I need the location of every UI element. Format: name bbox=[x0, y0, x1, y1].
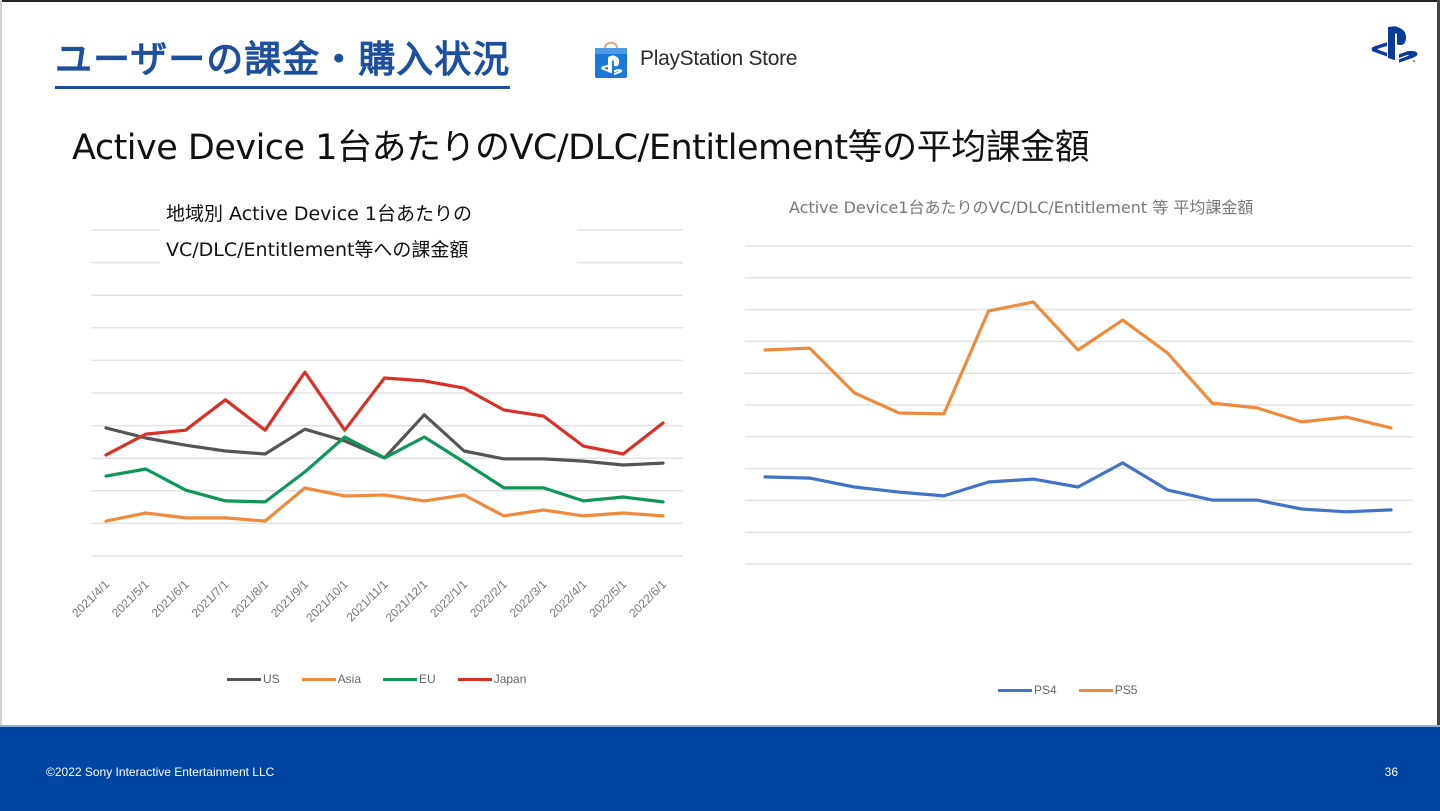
right-chart-series bbox=[765, 302, 1391, 512]
x-tick-label: 2021/6/1 bbox=[149, 577, 192, 620]
slide-title: ユーザーの課金・購入状況 bbox=[55, 36, 510, 89]
legend-swatch bbox=[458, 678, 492, 681]
legend-label: Japan bbox=[494, 672, 527, 686]
left-chart-legend: US Asia EU Japan bbox=[227, 672, 526, 686]
left-chart-title-line1: 地域別 Active Device 1台あたりの bbox=[166, 196, 571, 232]
left-chart-series bbox=[106, 372, 663, 521]
x-tick-label: 2021/7/1 bbox=[189, 577, 232, 620]
playstation-store-brand: PlayStation Store bbox=[592, 38, 797, 80]
slide-headline: Active Device 1台あたりのVC/DLC/Entitlement等の… bbox=[72, 124, 1089, 172]
legend-label: US bbox=[263, 672, 280, 686]
series-line-eu bbox=[106, 437, 663, 502]
copyright-text: ©2022 Sony Interactive Entertainment LLC bbox=[46, 765, 274, 779]
series-line-japan bbox=[106, 372, 663, 455]
x-tick-label: 2021/11/1 bbox=[344, 577, 391, 624]
playstation-store-bag-icon bbox=[592, 38, 630, 80]
x-tick-label: 2021/4/1 bbox=[69, 577, 112, 620]
legend-label: PS5 bbox=[1115, 683, 1138, 697]
left-chart-title-line2: VC/DLC/Entitlement等への課金額 bbox=[166, 232, 571, 268]
x-tick-label: 2022/2/1 bbox=[467, 577, 510, 620]
legend-item-ps4: PS4 bbox=[998, 683, 1057, 697]
legend-label: PS4 bbox=[1034, 683, 1057, 697]
playstation-store-label: PlayStation Store bbox=[640, 47, 797, 71]
legend-swatch bbox=[383, 678, 417, 681]
legend-item-eu: EU bbox=[383, 672, 436, 686]
left-chart-gridlines bbox=[91, 230, 683, 556]
series-line-ps5 bbox=[765, 302, 1391, 428]
legend-swatch bbox=[998, 689, 1032, 692]
legend-item-japan: Japan bbox=[458, 672, 527, 686]
x-tick-label: 2021/12/1 bbox=[383, 577, 431, 625]
x-tick-label: 2021/5/1 bbox=[109, 577, 152, 620]
series-line-asia bbox=[106, 488, 663, 521]
right-chart-gridlines bbox=[745, 246, 1413, 564]
x-tick-label: 2022/1/1 bbox=[427, 577, 470, 620]
legend-swatch bbox=[227, 678, 261, 681]
playstation-logo-icon bbox=[1370, 25, 1420, 65]
left-chart-x-axis-labels: 2021/4/12021/5/12021/6/12021/7/12021/8/1… bbox=[69, 577, 669, 625]
slide-footer: ©2022 Sony Interactive Entertainment LLC… bbox=[0, 725, 1440, 811]
x-tick-label: 2022/5/1 bbox=[586, 577, 629, 620]
x-tick-label: 2021/10/1 bbox=[303, 577, 351, 625]
x-tick-label: 2022/4/1 bbox=[547, 577, 590, 620]
legend-item-ps5: PS5 bbox=[1079, 683, 1138, 697]
right-chart-title: Active Device1台あたりのVC/DLC/Entitlement 等 … bbox=[789, 194, 1253, 218]
page-number: 36 bbox=[1385, 765, 1398, 779]
right-chart-legend: PS4 PS5 bbox=[998, 683, 1137, 697]
x-tick-label: 2021/9/1 bbox=[268, 577, 311, 620]
legend-swatch bbox=[1079, 689, 1113, 692]
frame-left-edge bbox=[0, 0, 2, 725]
series-line-ps4 bbox=[765, 463, 1391, 512]
legend-label: Asia bbox=[338, 672, 361, 686]
x-tick-label: 2021/8/1 bbox=[228, 577, 271, 620]
frame-top-edge bbox=[0, 0, 1440, 2]
legend-label: EU bbox=[419, 672, 436, 686]
x-tick-label: 2022/3/1 bbox=[507, 577, 550, 620]
legend-item-us: US bbox=[227, 672, 280, 686]
x-tick-label: 2022/6/1 bbox=[626, 577, 669, 620]
series-line-us bbox=[106, 415, 663, 465]
left-chart-title: 地域別 Active Device 1台あたりの VC/DLC/Entitlem… bbox=[160, 192, 577, 272]
legend-item-asia: Asia bbox=[302, 672, 361, 686]
legend-swatch bbox=[302, 678, 336, 681]
